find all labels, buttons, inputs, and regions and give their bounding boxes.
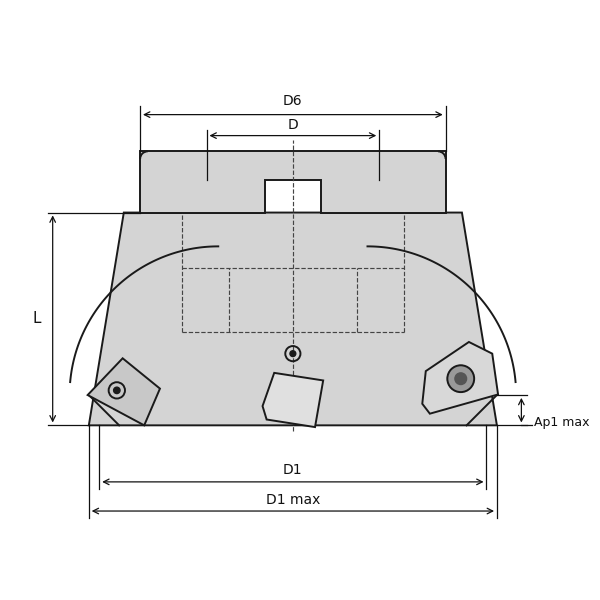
Circle shape [455, 373, 467, 385]
Polygon shape [89, 212, 497, 425]
Circle shape [448, 365, 474, 392]
Circle shape [113, 387, 120, 394]
Text: D: D [287, 118, 298, 132]
Text: L: L [32, 311, 41, 326]
Polygon shape [140, 151, 446, 212]
Text: D1 max: D1 max [266, 493, 320, 507]
Polygon shape [88, 358, 160, 425]
Text: D6: D6 [283, 94, 302, 107]
Text: D1: D1 [283, 463, 302, 476]
Polygon shape [263, 373, 323, 427]
Polygon shape [422, 342, 498, 413]
Text: Ap1 max: Ap1 max [534, 416, 590, 429]
Circle shape [290, 351, 296, 356]
